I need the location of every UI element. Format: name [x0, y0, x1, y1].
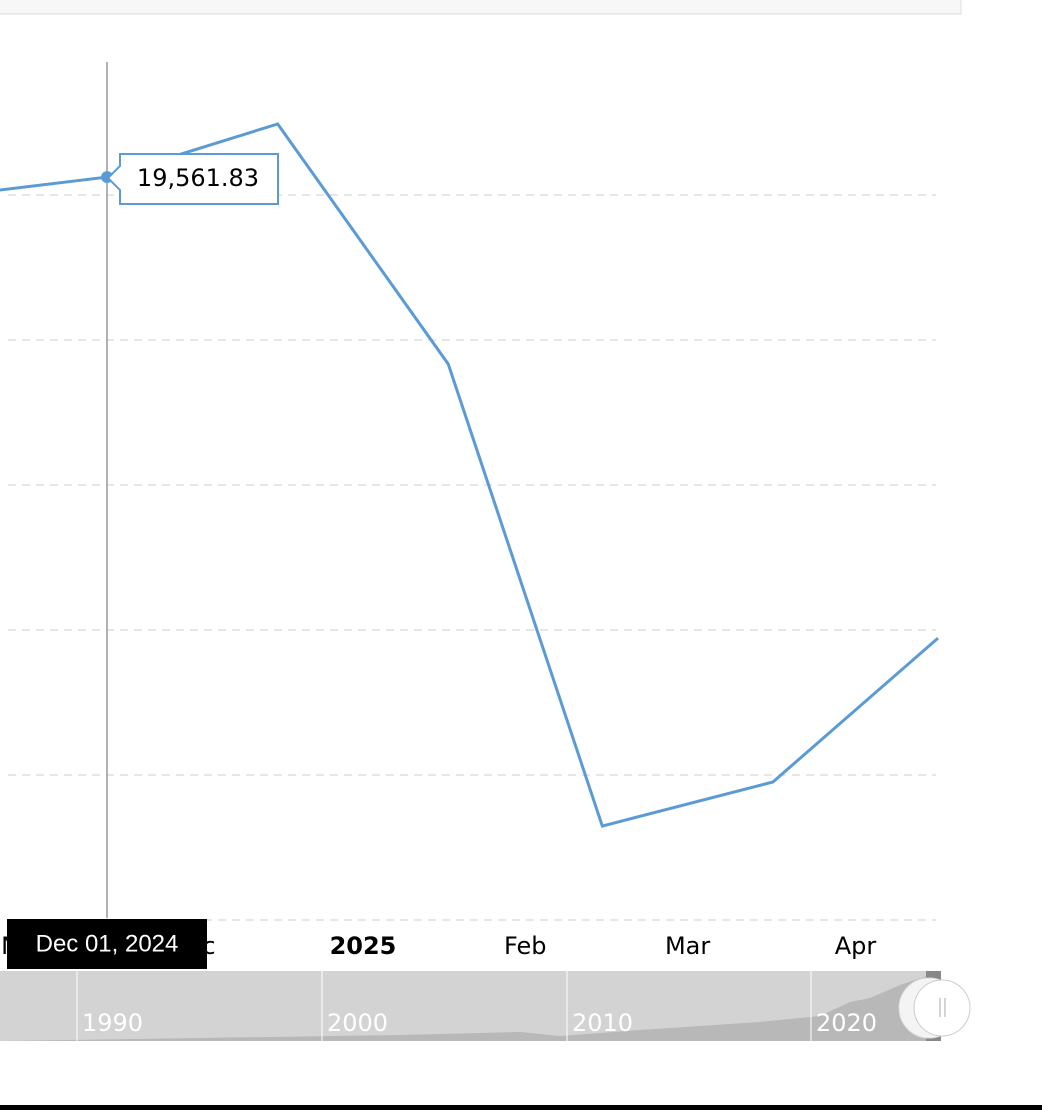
- navigator-label: 2000: [327, 1009, 388, 1037]
- navigator-labels: 1990 2000 2010 2020: [76, 971, 877, 1041]
- x-tick-label: Apr: [835, 932, 877, 960]
- navigator: 1990 2000 2010 2020: [0, 971, 971, 1041]
- navigator-label: 2010: [572, 1009, 633, 1037]
- x-tick-label: Mar: [665, 932, 710, 960]
- navigator-handle[interactable]: [913, 979, 971, 1037]
- date-tooltip-box: [7, 919, 207, 969]
- plot: [0, 122, 939, 828]
- navigator-label: 2020: [816, 1009, 877, 1037]
- navigator-area: [0, 975, 941, 1041]
- x-tick-label: Feb: [504, 932, 547, 960]
- bottom-bar: [0, 1105, 1042, 1110]
- navigator-label: 1990: [82, 1009, 143, 1037]
- grid: [8, 194, 936, 921]
- date-tooltip: Dec 01, 2024: [7, 919, 207, 969]
- tooltip-value: 19,561.83: [137, 164, 259, 192]
- value-tooltip: 19,561.83: [106, 153, 279, 205]
- top-bar: [0, 0, 962, 15]
- series-line: [0, 122, 939, 828]
- x-tick-label: 2025: [330, 932, 397, 960]
- tooltip-box: [106, 153, 279, 205]
- tooltip-date: Dec 01, 2024: [36, 930, 179, 957]
